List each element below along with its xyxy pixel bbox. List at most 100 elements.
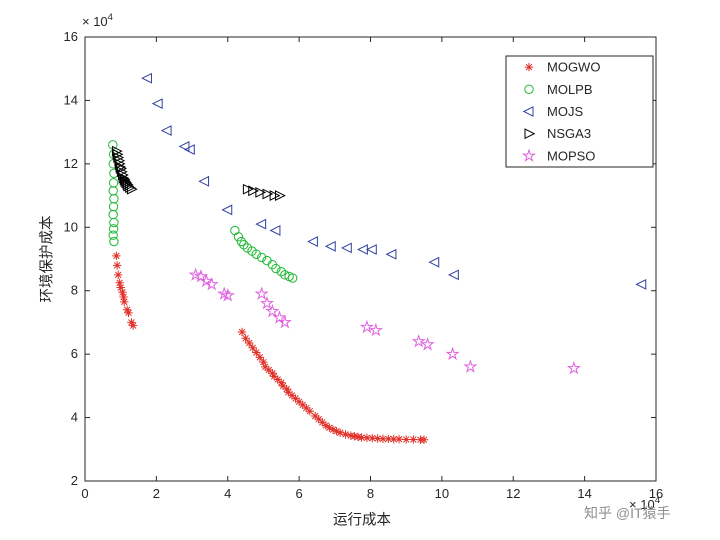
marker-circle (108, 230, 118, 240)
marker-asterisk (291, 394, 300, 403)
legend-item-mopso: MOPSO (521, 148, 595, 163)
legend-label: MOPSO (547, 148, 595, 163)
x-axis-label: 运行成本 (333, 512, 391, 529)
legend-label: MOLPB (547, 82, 593, 97)
marker-triangle-right (269, 190, 281, 201)
marker-circle (242, 243, 253, 253)
marker-asterisk (264, 365, 273, 375)
marker-circle (280, 270, 290, 280)
marker-circle (108, 186, 118, 196)
marker-pentagram (272, 310, 287, 324)
marker-asterisk (294, 397, 304, 406)
marker-asterisk (255, 353, 265, 362)
marker-circle (256, 252, 267, 263)
marker-circle (239, 240, 249, 250)
marker-pentagram (411, 334, 426, 348)
x-tick-label: 4 (224, 486, 231, 501)
legend-box (505, 55, 654, 168)
y-axis-label: 环境保护成本 (39, 215, 56, 303)
marker-triangle-left (307, 236, 318, 247)
marker-asterisk (321, 421, 331, 430)
marker-asterisk (261, 362, 270, 372)
marker-triangle-right (248, 185, 260, 197)
legend: MOGWO MOLPB MOJS NSGA3 MOPSO (505, 55, 654, 168)
marker-circle (109, 236, 119, 247)
y-tick-label: 4 (71, 410, 78, 425)
marker-circle (108, 201, 119, 212)
x-tick-label: 6 (296, 486, 303, 501)
marker-circle (230, 225, 240, 236)
marker-circle (233, 232, 244, 242)
y-tick-label: 6 (71, 346, 78, 361)
marker-pentagram (220, 288, 235, 302)
marker-triangle-right (524, 128, 536, 140)
marker-asterisk (118, 288, 127, 297)
marker-asterisk (302, 403, 311, 413)
marker-asterisk (122, 305, 132, 314)
marker-triangle-right (113, 152, 125, 163)
marker-asterisk (401, 435, 411, 444)
marker-asterisk (524, 62, 534, 72)
y-axis-exponent: × 104 (82, 12, 113, 29)
legend-item-mogwo: MOGWO (524, 60, 600, 75)
marker-pentagram (265, 303, 280, 318)
marker-triangle-left (141, 72, 152, 84)
marker-triangle-left (183, 144, 195, 155)
marker-triangle-right (116, 163, 128, 175)
x-tick-label: 14 (577, 486, 591, 501)
legend-label: MOGWO (547, 60, 600, 75)
y-tick-label: 12 (64, 156, 78, 171)
marker-circle (288, 273, 298, 283)
marker-asterisk (341, 430, 350, 439)
marker-asterisk (115, 278, 124, 287)
marker-asterisk (241, 334, 250, 343)
marker-circle (251, 249, 261, 259)
marker-asterisk (332, 427, 341, 436)
marker-asterisk (248, 343, 257, 352)
marker-pentagram (368, 322, 384, 337)
marker-circle (109, 217, 119, 228)
marker-asterisk (237, 327, 247, 337)
marker-pentagram (259, 295, 275, 310)
marker-asterisk (378, 434, 388, 444)
marker-circle (109, 194, 119, 204)
marker-triangle-right (111, 145, 123, 157)
legend-label: MOJS (547, 104, 583, 119)
marker-triangle-left (340, 242, 352, 254)
marker-asterisk (362, 433, 372, 443)
marker-triangle-left (269, 225, 281, 236)
marker-triangle-left (198, 175, 210, 187)
marker-asterisk (287, 391, 297, 400)
marker-asterisk (389, 434, 398, 444)
marker-asterisk (368, 433, 377, 443)
marker-asterisk (353, 432, 363, 442)
marker-pentagram (359, 319, 374, 334)
marker-circle (108, 178, 119, 188)
marker-asterisk (127, 318, 136, 327)
marker-asterisk (394, 434, 404, 444)
marker-circle (524, 84, 534, 95)
marker-asterisk (113, 270, 123, 280)
marker-asterisk (282, 384, 291, 394)
marker-asterisk (112, 251, 121, 261)
y-tick-label: 10 (64, 219, 78, 234)
marker-triangle-left (255, 218, 267, 230)
marker-asterisk (335, 428, 345, 437)
marker-triangle-right (262, 188, 274, 200)
marker-circle (236, 236, 247, 247)
marker-asterisk (328, 425, 338, 434)
marker-triangle-left (385, 248, 397, 260)
marker-triangle-left (365, 244, 377, 255)
x-tick-label: 10 (435, 486, 449, 501)
marker-pentagram (254, 286, 269, 300)
marker-triangle-right (121, 177, 133, 189)
marker-asterisk (116, 283, 125, 292)
marker-asterisk (373, 434, 382, 443)
marker-triangle-right (112, 148, 124, 160)
x-tick-label: 8 (367, 486, 374, 501)
marker-circle (108, 224, 119, 234)
marker-triangle-right (255, 186, 267, 198)
marker-pentagram (445, 346, 460, 361)
